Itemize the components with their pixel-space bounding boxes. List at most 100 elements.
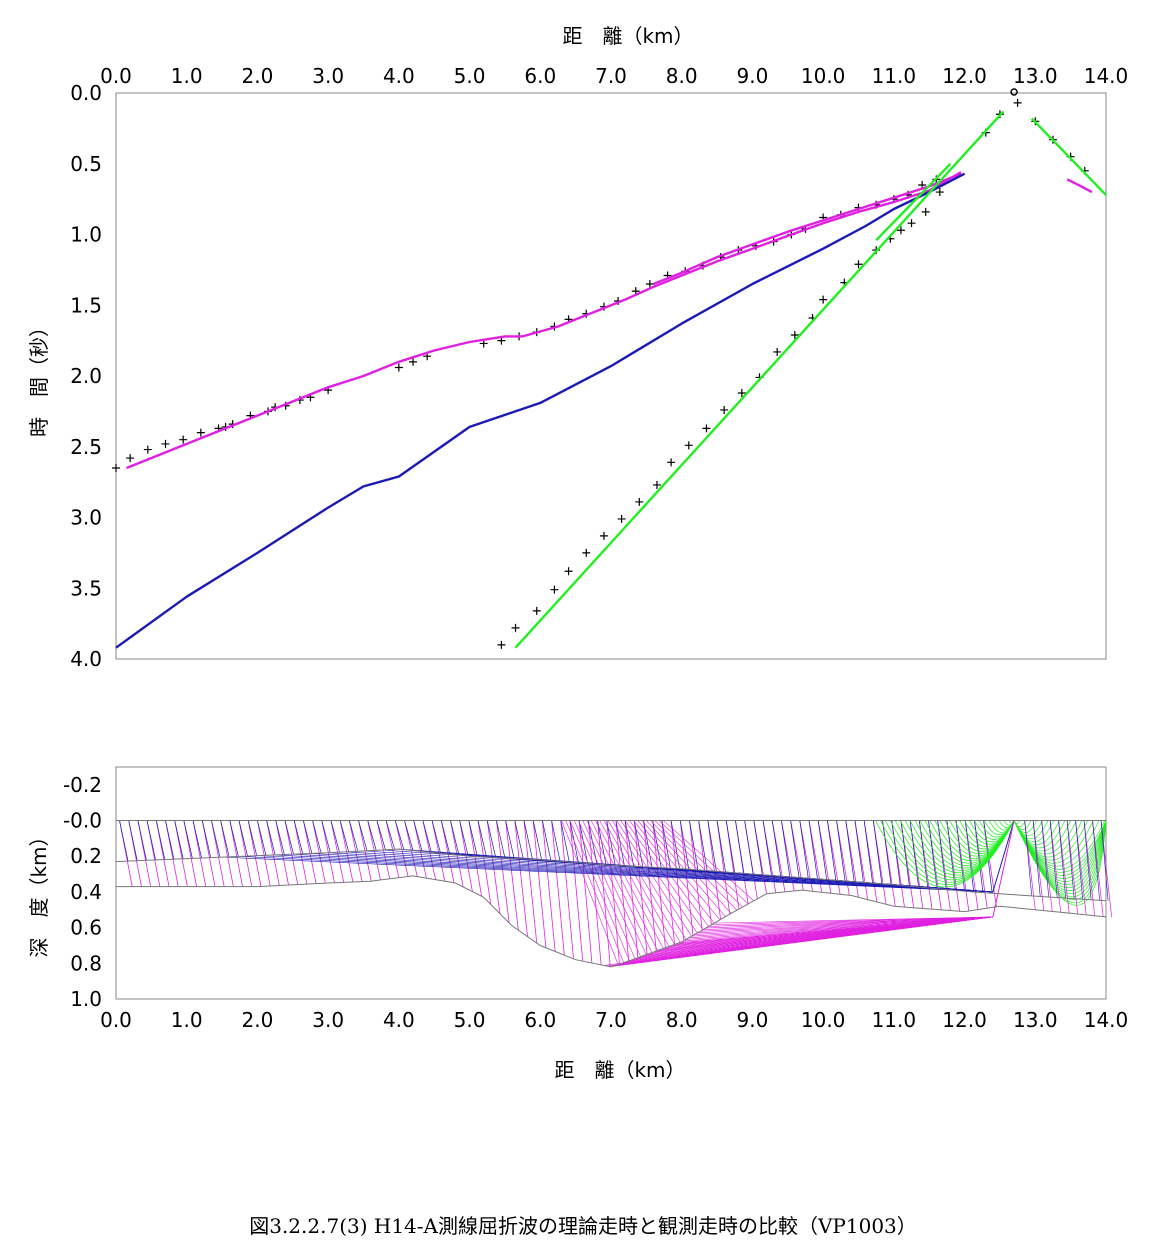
ray-magenta-steep: [565, 820, 625, 963]
ray-magenta-steep: [603, 820, 675, 945]
ray-magenta-steep: [599, 820, 670, 947]
ray-blue: [459, 820, 469, 857]
ray-magenta: [560, 820, 574, 959]
bottom-x-tick-label: 9.0: [737, 1008, 769, 1032]
ray-blue: [974, 820, 984, 893]
ray-blue: [817, 820, 828, 880]
ray-magenta: [413, 820, 427, 879]
ray-blue: [450, 820, 460, 856]
ray-blue: [799, 820, 809, 879]
observed-point: [907, 219, 916, 228]
bottom-x-tick-label: 4.0: [383, 1008, 415, 1032]
bottom-y-tick-label: 0.8: [70, 951, 102, 975]
top-y-tick-label: 2.5: [70, 435, 102, 459]
ray-blue-right: [1066, 820, 1075, 899]
ray-magenta: [652, 820, 666, 948]
ray-blue: [183, 820, 193, 859]
ray-magenta-steep: [586, 820, 653, 953]
top-x-tick-label: 10.0: [801, 64, 846, 88]
ray-magenta: [229, 820, 243, 887]
ray-magenta: [505, 820, 519, 931]
ray-blue: [201, 820, 212, 858]
ray-magenta: [532, 820, 547, 948]
ray-blue: [229, 820, 239, 857]
ray-blue: [431, 820, 441, 854]
ray-magenta-steep: [590, 820, 658, 951]
ray-blue: [486, 820, 497, 858]
bottom-x-ticks: 0.0 1.0 2.0 3.0 4.0 5.0 6.0 7.0 8.0 9.0 10.0 11.0 12…: [100, 1008, 1128, 1032]
ray-magenta: [422, 820, 437, 880]
bottom-plot-frame: [115, 766, 1107, 1000]
ray-magenta-steep: [654, 820, 743, 908]
top-x-ticks: 0.0 1.0 2.0 3.0 4.0 5.0 6.0 7.0 8.0 9.0 10.0 11.0 12…: [100, 64, 1128, 88]
ray-magenta-fan: [714, 916, 993, 924]
bottom-rays: [119, 820, 1113, 967]
ray-blue: [873, 820, 883, 884]
ray-blue: [303, 820, 313, 854]
top-x-tick-label: 3.0: [312, 64, 344, 88]
ray-blue: [725, 820, 736, 873]
top-x-tick-label: 4.0: [383, 64, 415, 88]
ray-blue: [238, 820, 248, 857]
bottom-x-tick-label: 5.0: [454, 1008, 486, 1032]
top-y-ticks: 0.0 0.5 1.0 1.5 2.0 2.5 3.0 3.5 4.0: [70, 81, 102, 671]
ray-blue: [643, 820, 653, 868]
top-x-tick-label: 11.0: [872, 64, 917, 88]
ray-blue: [551, 820, 561, 862]
ray-magenta: [339, 820, 354, 883]
ray-blue: [753, 820, 763, 875]
bottom-y-tick-label: 1.0: [70, 987, 102, 1011]
ray-magenta-steep: [561, 820, 619, 965]
traveltime-chart: 距 離（km） 0.0 1.0 2.0 3.0 4.0 5.0 6.0 7.0 8.0 9.0 10…: [27, 24, 1128, 671]
ray-blue: [836, 820, 846, 882]
ray-blue-right: [1049, 820, 1058, 898]
ray-blue: [192, 820, 202, 859]
ray-magenta-steep: [607, 820, 681, 943]
ray-blue-source: [992, 820, 1015, 893]
ray-magenta-steep: [573, 820, 636, 959]
ray-magenta: [211, 820, 225, 887]
ray-magenta-steep: [616, 820, 692, 937]
bottom-x-tick-label: 12.0: [942, 1008, 987, 1032]
ray-blue: [312, 820, 322, 854]
ray-magenta: [394, 820, 409, 877]
ray-blue: [165, 820, 175, 860]
bottom-y-tick-label: 0.4: [70, 880, 102, 904]
traveltime-curve-blue: [115, 172, 966, 649]
top-x-tick-label: 9.0: [737, 64, 769, 88]
observed-point: [497, 640, 506, 649]
ray-magenta: [633, 820, 648, 955]
ray-blue: [211, 820, 221, 858]
ray-blue: [560, 820, 570, 863]
ray-blue: [257, 820, 267, 856]
ray-magenta: [284, 820, 299, 885]
ray-magenta: [477, 820, 492, 905]
ray-blue: [119, 820, 129, 862]
observed-point: [667, 458, 676, 467]
bottom-x-tick-label: 8.0: [666, 1008, 698, 1032]
ray-blue: [174, 820, 184, 859]
traveltime-curve-green: [875, 162, 952, 242]
ray-magenta: [974, 820, 988, 909]
ray-magenta: [514, 820, 528, 937]
observed-point: [599, 531, 608, 540]
ray-blue: [532, 820, 543, 860]
top-x-tick-label: 1.0: [171, 64, 203, 88]
ray-blue: [413, 820, 423, 852]
observed-point: [179, 435, 188, 444]
observed-point: [550, 585, 559, 594]
ray-blue: [698, 820, 708, 871]
ray-blue: [385, 820, 395, 850]
ray-magenta-right: [1032, 820, 1045, 911]
ray-magenta: [551, 820, 565, 956]
observed-point: [532, 606, 541, 615]
top-y-axis-label: 時 間（秒）: [27, 317, 51, 437]
ray-blue: [937, 820, 947, 890]
ray-blue-right: [1058, 820, 1066, 899]
observed-point: [161, 439, 170, 448]
ray-blue: [707, 820, 717, 872]
ray-blue: [891, 820, 901, 886]
ray-magenta: [716, 820, 731, 915]
top-x-axis-label: 距 離（km）: [562, 24, 693, 48]
ray-magenta-steep: [578, 820, 641, 957]
